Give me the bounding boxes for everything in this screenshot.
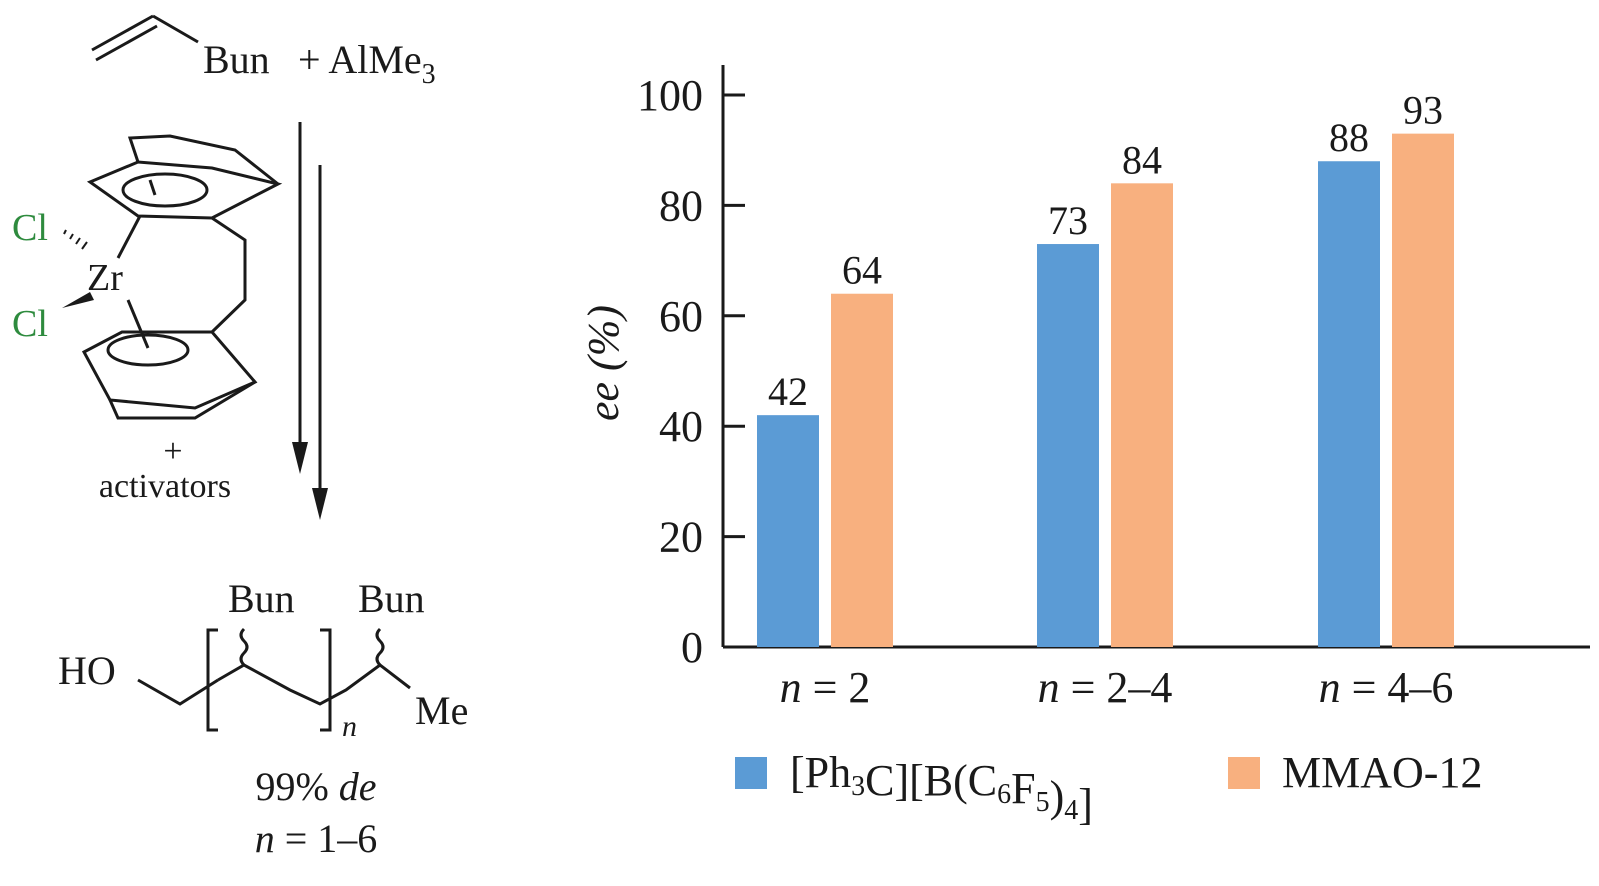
activators-label: activators bbox=[99, 468, 231, 505]
x-tick-label: n = 2 bbox=[780, 663, 871, 712]
bar-series-1-1 bbox=[757, 415, 819, 647]
repeat-index: n bbox=[342, 710, 357, 743]
plus-sign: + bbox=[163, 433, 182, 470]
reaction-scheme: Bun + AlMe3 Cl Cl Zr + activators HO bbox=[12, 14, 468, 861]
de-label: 99% de bbox=[255, 764, 376, 809]
y-tick-label: 80 bbox=[659, 181, 703, 230]
zirconocene-catalyst bbox=[81, 134, 283, 420]
product-chain bbox=[137, 627, 411, 732]
legend-swatch-2 bbox=[1228, 757, 1260, 789]
legend-swatch-1 bbox=[735, 757, 767, 789]
ee-bar-chart: ee (%) 42 64 73 84 88 93 0 20 40 60 80 100 n = 2 n =… bbox=[579, 65, 1590, 829]
chart-data-labels: 42 64 73 84 88 93 bbox=[768, 88, 1443, 415]
reaction-arrows bbox=[292, 122, 328, 520]
bar-value-label: 93 bbox=[1403, 88, 1443, 133]
y-tick-label: 0 bbox=[681, 623, 703, 672]
reactant-butyl: Bun bbox=[203, 37, 270, 82]
n-range-label: n = 1–6 bbox=[255, 816, 378, 861]
product-butyl-2: Bun bbox=[358, 576, 425, 621]
y-axis-label: ee (%) bbox=[579, 305, 628, 421]
hashed-bond bbox=[63, 229, 88, 250]
product-methyl: Me bbox=[415, 688, 468, 733]
y-tick-label: 40 bbox=[659, 402, 703, 451]
bar-value-label: 42 bbox=[768, 369, 808, 414]
chart-bars bbox=[757, 133, 1454, 648]
bar-series-1-3 bbox=[1318, 161, 1380, 648]
bar-value-label: 84 bbox=[1122, 137, 1162, 182]
y-tick-label: 100 bbox=[637, 71, 703, 120]
bar-value-label: 73 bbox=[1048, 198, 1088, 243]
chart-legend: [Ph3C][B(C6F5)4] MMAO-12 bbox=[735, 748, 1482, 829]
wedge-bond bbox=[62, 292, 94, 308]
product-butyl-1: Bun bbox=[228, 576, 295, 621]
reactant-almе3: + AlMe3 bbox=[298, 37, 436, 90]
bar-value-label: 64 bbox=[842, 248, 882, 293]
legend-label-1: [Ph3C][B(C6F5)4] bbox=[790, 748, 1093, 829]
chart-tick-labels: 0 20 40 60 80 100 n = 2 n = 2–4 n = 4–6 bbox=[637, 71, 1453, 712]
bar-series-1-2 bbox=[1037, 244, 1099, 648]
bar-series-2-1 bbox=[831, 293, 893, 647]
zirconium: Zr bbox=[87, 257, 123, 299]
bar-series-2-3 bbox=[1392, 133, 1454, 647]
x-tick-label: n = 4–6 bbox=[1319, 663, 1454, 712]
product-hydroxyl: HO bbox=[58, 648, 116, 693]
bar-value-label: 88 bbox=[1329, 115, 1369, 160]
bar-series-2-2 bbox=[1111, 183, 1173, 647]
chloride-top: Cl bbox=[12, 207, 48, 249]
legend-label-2: MMAO-12 bbox=[1282, 748, 1482, 797]
y-tick-label: 20 bbox=[659, 513, 703, 562]
vinyl-bond bbox=[91, 14, 199, 62]
chloride-bottom: Cl bbox=[12, 303, 48, 345]
x-tick-label: n = 2–4 bbox=[1038, 663, 1173, 712]
y-tick-label: 60 bbox=[659, 292, 703, 341]
